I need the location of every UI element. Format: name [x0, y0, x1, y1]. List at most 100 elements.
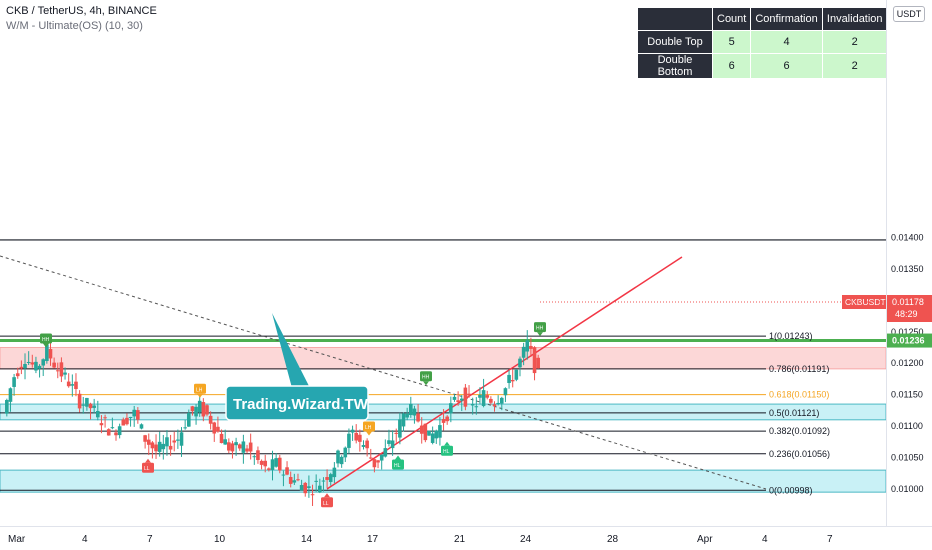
candle-body [463, 387, 468, 407]
marker-text: LH [196, 387, 203, 393]
time-axis[interactable] [0, 526, 932, 550]
invalidation-cell: 2 [821, 30, 888, 54]
table-row: Double Top 5 4 2 [637, 30, 888, 54]
fib-level-label: 0.786(0.01191) [769, 364, 829, 374]
candle-body [489, 398, 493, 403]
candle-body [343, 447, 348, 458]
candle-body [383, 448, 388, 457]
candle-body [336, 450, 340, 464]
candle-body [136, 410, 140, 420]
confirmation-cell: 6 [750, 53, 823, 79]
candle-body [263, 460, 268, 467]
candle-body [416, 413, 420, 422]
candle-body [456, 400, 460, 403]
candle-body [398, 419, 402, 438]
chart-header: CKB / TetherUS, 4h, BINANCE W/M - Ultima… [6, 4, 157, 34]
candle-body [59, 362, 64, 377]
candle-body [467, 393, 471, 396]
marker-text: HH [536, 326, 544, 332]
watermark-box [225, 385, 369, 421]
candle-body [292, 480, 297, 483]
candle-body [197, 400, 202, 413]
candle-body [99, 423, 104, 426]
candle-body [45, 344, 49, 362]
candle-body [77, 393, 82, 409]
watermark-pointer [272, 313, 310, 388]
candle-body [128, 416, 133, 419]
candle-body [237, 444, 242, 449]
candle-body [358, 434, 362, 442]
candle-body [23, 363, 27, 369]
candle-body [474, 406, 479, 408]
price-axis[interactable] [886, 0, 932, 526]
fib-level-label: 0.5(0.01121) [769, 408, 819, 418]
candle-body [532, 347, 537, 374]
candle-body [172, 440, 177, 443]
table-header-blank [637, 7, 713, 31]
candle-body [19, 366, 24, 369]
candle-body [503, 388, 508, 396]
candle-body [12, 377, 16, 387]
candle-body [117, 426, 122, 436]
candle-body [96, 411, 100, 418]
candle-body [41, 359, 46, 366]
indicator-title[interactable]: W/M - Ultimate(OS) (10, 30) [6, 20, 143, 32]
candles [5, 330, 540, 506]
candle-body [285, 467, 289, 475]
symbol-title[interactable]: CKB / TetherUS, 4h, BINANCE [6, 5, 157, 17]
candle-body [510, 379, 515, 382]
candle-body [81, 404, 86, 406]
marker-text: HL [394, 463, 401, 469]
candle-body [372, 459, 377, 468]
candle-body [525, 340, 530, 352]
candle-body [103, 417, 107, 419]
candle-body [518, 358, 522, 368]
candle-body [241, 441, 246, 453]
marker-badge [363, 421, 375, 432]
marker-text: HH [422, 375, 430, 381]
candle-body [536, 357, 540, 369]
candle-body [281, 474, 286, 476]
currency-badge[interactable]: USDT [893, 6, 925, 22]
candle-body [401, 413, 406, 427]
candle-body [168, 445, 173, 450]
candle-body [434, 430, 439, 439]
candle-body [30, 362, 35, 365]
marker-badge [142, 462, 154, 473]
candle-body [157, 441, 162, 452]
candle-body [328, 474, 333, 482]
candle-body [412, 408, 417, 416]
candle-body [106, 429, 111, 436]
pivot-marker-hh: HH [534, 322, 546, 337]
candle-body [277, 457, 282, 471]
candle-body [441, 419, 446, 423]
resistance-zone [0, 346, 887, 370]
candle-body [318, 485, 322, 493]
candle-body [37, 365, 42, 369]
candle-body [438, 425, 442, 438]
table-header-invalidation: Invalidation [821, 7, 888, 31]
pivot-marker-hh: HH [420, 371, 432, 386]
candle-body [165, 437, 169, 447]
invalidation-cell: 2 [821, 53, 888, 79]
candle-body [387, 440, 391, 444]
candle-body [63, 372, 67, 375]
candle-body [310, 494, 315, 496]
pivot-marker-hl: HL [441, 441, 453, 456]
candle-body [150, 442, 155, 449]
marker-text: HL [443, 449, 450, 455]
candle-body [55, 370, 60, 372]
candle-body [52, 362, 56, 368]
candle-body [179, 432, 184, 446]
candle-body [248, 442, 253, 452]
candle-body [299, 485, 304, 491]
candle-body [394, 432, 399, 434]
fib-level-label: 0(0.00998) [769, 485, 813, 495]
candle-body [212, 422, 217, 434]
pivot-marker-lh: LH [194, 383, 206, 398]
marker-pointer [197, 393, 203, 398]
candle-body [390, 440, 395, 449]
candle-body [499, 397, 504, 404]
